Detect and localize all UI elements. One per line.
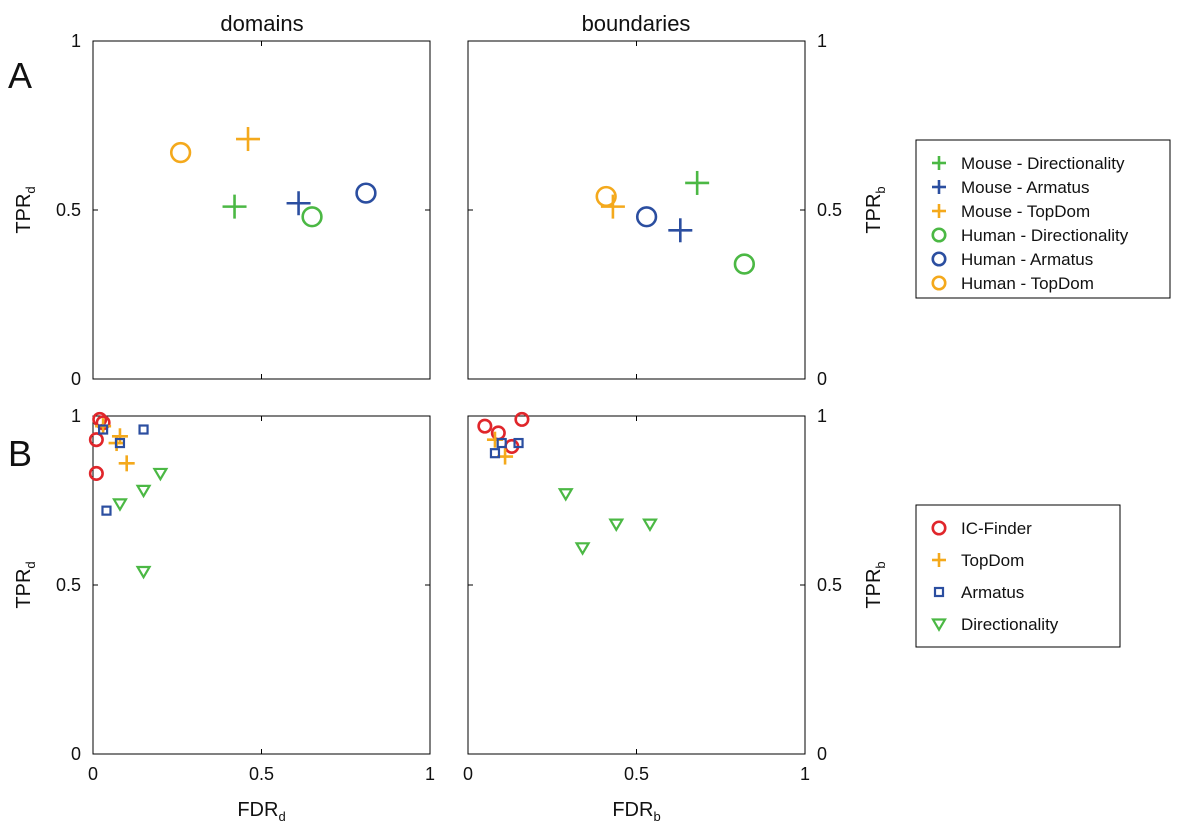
legend-marker: [931, 275, 947, 291]
data-point: [169, 141, 192, 164]
data-point: [574, 542, 591, 556]
y-tick-label: 0: [71, 744, 81, 764]
data-point: [111, 428, 128, 445]
y-tick-label: 0.5: [56, 200, 81, 220]
legend-label: Human - Armatus: [961, 250, 1093, 269]
scatter-panels: 00.51TPRd00.51TPRb000.50.511TPRdFDRd000.…: [13, 31, 888, 824]
legend-marker: [932, 204, 946, 218]
y-tick-label: 0.5: [817, 575, 842, 595]
y-tick-label: 0.5: [817, 200, 842, 220]
y-tick-label: 1: [71, 31, 81, 51]
legend-marker: [931, 227, 947, 243]
legend-b-box: [915, 504, 1121, 648]
data-point: [286, 191, 311, 216]
panel-4: 0 0 0.5 0.5 1 1 TPRb FDRb: [463, 406, 888, 824]
data-point: [112, 498, 128, 512]
x-tick-label: 0: [463, 764, 473, 784]
legend-a-box: [915, 139, 1171, 299]
legend-label: Mouse - TopDom: [961, 202, 1090, 221]
legend-marker: [933, 586, 945, 598]
y-axis-label: TPRb: [863, 561, 888, 608]
data-point: [557, 488, 574, 502]
data-point: [355, 182, 377, 204]
legend-label: IC-Finder: [961, 519, 1032, 538]
legend-marker: [931, 251, 947, 267]
data-point: [101, 505, 112, 516]
y-tick-label: 1: [71, 406, 81, 426]
data-point: [595, 185, 617, 208]
data-point: [222, 194, 247, 219]
legend-marker: [932, 553, 946, 567]
data-point: [301, 206, 323, 228]
data-point: [496, 437, 507, 449]
plot-area: [467, 415, 806, 755]
legend-label: Armatus: [961, 583, 1024, 602]
legend-marker: [931, 520, 947, 536]
data-point: [152, 467, 169, 482]
data-point: [668, 218, 693, 243]
y-tick-label: 0: [71, 369, 81, 389]
data-point: [635, 206, 658, 228]
legend-label: Mouse - Directionality: [961, 154, 1125, 173]
y-tick-label: 1: [817, 31, 827, 51]
legend-label: Human - TopDom: [961, 274, 1094, 293]
legend-b: IC-Finder TopDom Armatus Directionality: [915, 504, 1121, 648]
plot-area: [467, 40, 806, 380]
data-point: [135, 565, 152, 580]
x-axis-label: FDRd: [237, 799, 285, 824]
data-point: [608, 518, 625, 533]
column-title-domains: domains: [220, 11, 303, 36]
data-point: [88, 465, 104, 482]
legend-label: Directionality: [961, 615, 1059, 634]
panel-3: 00 0.5 0.5 1 1 TPRd FDRd: [13, 406, 435, 824]
data-point: [685, 170, 710, 195]
column-title-boundaries: boundaries: [582, 11, 691, 36]
x-axis-label: FDRb: [612, 799, 660, 824]
legend-label: Mouse - Armatus: [961, 178, 1090, 197]
data-point: [513, 437, 524, 449]
x-tick-label: 0.5: [249, 764, 274, 784]
data-point: [236, 127, 261, 152]
y-axis-label: TPRb: [863, 186, 888, 233]
y-tick-label: 0.5: [56, 575, 81, 595]
data-point: [138, 424, 149, 435]
y-tick-label: 1: [817, 406, 827, 426]
panel-letter-b: B: [8, 433, 32, 474]
data-point: [642, 518, 658, 533]
x-tick-label: 0.5: [624, 764, 649, 784]
data-point: [514, 411, 530, 427]
x-tick-label: 0: [88, 764, 98, 784]
y-tick-label: 0: [817, 744, 827, 764]
data-point: [489, 448, 501, 459]
panel-2: 0 0.5 1 TPRb: [467, 31, 888, 389]
y-axis-label: TPRd: [13, 186, 38, 233]
data-point: [733, 253, 756, 275]
y-axis-label: TPRd: [13, 561, 38, 608]
x-tick-label: 1: [800, 764, 810, 784]
legend-a: Mouse - Directionality Mouse - Armatus Mou…: [915, 139, 1171, 299]
data-point: [98, 424, 109, 435]
plot-area: [92, 40, 431, 380]
legend-marker: [932, 156, 946, 170]
panel-1: 0 0.5 1 TPRd: [13, 31, 431, 389]
legend-marker: [931, 618, 947, 632]
panel-letter-a: A: [8, 55, 32, 96]
data-point: [135, 484, 152, 499]
legend-marker: [932, 180, 946, 194]
data-point: [118, 455, 135, 472]
y-tick-label: 0: [817, 369, 827, 389]
x-tick-label: 1: [425, 764, 435, 784]
data-point: [88, 432, 104, 448]
plot-area: [92, 415, 431, 755]
data-point: [114, 437, 126, 449]
legend-label: TopDom: [961, 551, 1024, 570]
legend-label: Human - Directionality: [961, 226, 1129, 245]
data-point: [477, 418, 493, 434]
